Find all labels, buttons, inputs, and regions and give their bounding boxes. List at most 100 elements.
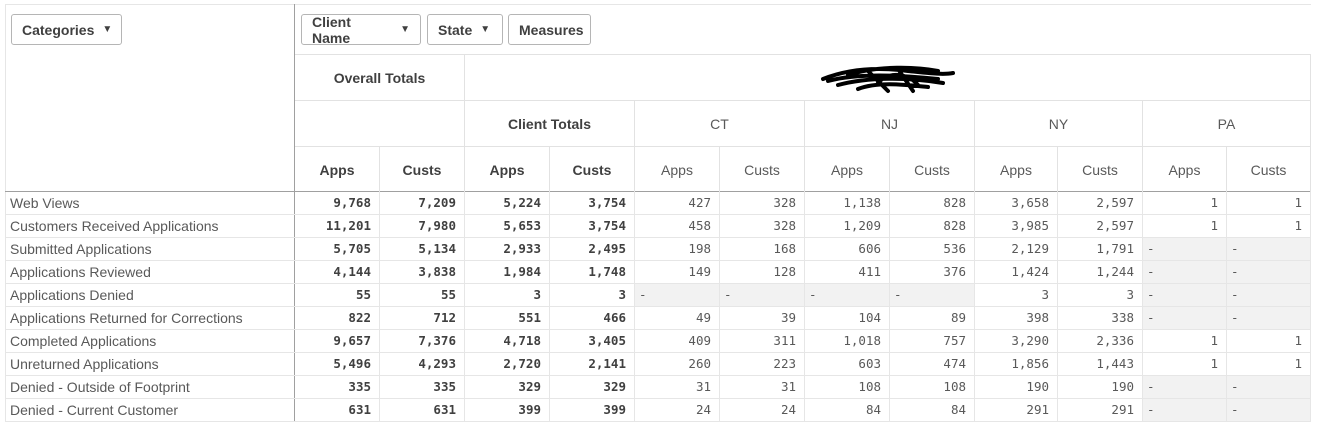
measure-header-apps: Apps xyxy=(295,147,380,192)
table-cell: 822 xyxy=(295,307,380,330)
table-row: Applications Reviewed 4,144 3,838 1,984 1,74… xyxy=(5,261,1311,284)
client-name-header-redacted xyxy=(465,55,1311,101)
table-cell: 3 xyxy=(465,284,550,307)
table-cell: 3,838 xyxy=(380,261,465,284)
state-header-ny: NY xyxy=(975,101,1143,147)
table-cell: 311 xyxy=(720,330,805,353)
table-cell: 3 xyxy=(975,284,1058,307)
row-label: Unreturned Applications xyxy=(5,353,295,376)
table-cell: 11,201 xyxy=(295,215,380,238)
table-cell: 409 xyxy=(635,330,720,353)
table-cell: 828 xyxy=(890,192,975,215)
state-dropdown[interactable]: State ▼ xyxy=(427,14,503,45)
table-cell: 31 xyxy=(635,376,720,399)
measures-button[interactable]: Measures xyxy=(508,14,591,45)
table-cell: 108 xyxy=(805,376,890,399)
table-row: Customers Received Applications 11,201 7,9… xyxy=(5,215,1311,238)
table-cell: - xyxy=(1227,284,1311,307)
table-cell: 198 xyxy=(635,238,720,261)
redaction-scribble xyxy=(820,65,955,93)
table-cell: - xyxy=(1143,284,1227,307)
table-row: Applications Returned for Corrections 822… xyxy=(5,307,1311,330)
table-cell: 84 xyxy=(890,399,975,422)
table-cell: 536 xyxy=(890,238,975,261)
header-top-line xyxy=(295,54,1311,55)
row-label: Customers Received Applications xyxy=(5,215,295,238)
table-row: Denied - Current Customer 631 631 399 399 24 2… xyxy=(5,399,1311,422)
table-cell: 1 xyxy=(1227,215,1311,238)
measure-header-custs: Custs xyxy=(720,147,805,192)
row-label: Denied - Outside of Footprint xyxy=(5,376,295,399)
caret-down-icon: ▼ xyxy=(480,24,491,35)
table-cell: - xyxy=(805,284,890,307)
table-cell: - xyxy=(720,284,805,307)
row-label: Submitted Applications xyxy=(5,238,295,261)
table-cell: 3,405 xyxy=(550,330,635,353)
row-label: Denied - Current Customer xyxy=(5,399,295,422)
table-row: Submitted Applications 5,705 5,134 2,933 2,4… xyxy=(5,238,1311,261)
table-cell: - xyxy=(1143,238,1227,261)
table-cell: 328 xyxy=(720,215,805,238)
categories-dropdown[interactable]: Categories ▼ xyxy=(11,14,122,45)
table-cell: 3 xyxy=(550,284,635,307)
table-cell: 2,129 xyxy=(975,238,1058,261)
table-cell: 31 xyxy=(720,376,805,399)
table-cell: 335 xyxy=(380,376,465,399)
measure-header-apps: Apps xyxy=(805,147,890,192)
client-name-dropdown[interactable]: Client Name ▼ xyxy=(301,13,421,46)
table-cell: 1 xyxy=(1227,353,1311,376)
row-label: Web Views xyxy=(5,192,295,215)
table-cell: 376 xyxy=(890,261,975,284)
table-row: Denied - Outside of Footprint 335 335 329 32… xyxy=(5,376,1311,399)
table-cell: 5,134 xyxy=(380,238,465,261)
caret-down-icon: ▼ xyxy=(102,24,113,35)
row-label: Applications Denied xyxy=(5,284,295,307)
table-cell: 2,597 xyxy=(1058,192,1143,215)
table-cell: 1,018 xyxy=(805,330,890,353)
table-cell: 168 xyxy=(720,238,805,261)
table-cell: 4,293 xyxy=(380,353,465,376)
table-cell: 1 xyxy=(1143,330,1227,353)
table-cell: 3,985 xyxy=(975,215,1058,238)
table-cell: 427 xyxy=(635,192,720,215)
measure-header-apps: Apps xyxy=(465,147,550,192)
table-cell: 1,748 xyxy=(550,261,635,284)
table-cell: 5,496 xyxy=(295,353,380,376)
table-cell: 4,144 xyxy=(295,261,380,284)
table-cell: 1 xyxy=(1143,353,1227,376)
table-cell: 3,290 xyxy=(975,330,1058,353)
row-label: Applications Reviewed xyxy=(5,261,295,284)
table-cell: 7,980 xyxy=(380,215,465,238)
table-cell: - xyxy=(1143,307,1227,330)
table-cell: 1 xyxy=(1227,192,1311,215)
table-cell: 2,495 xyxy=(550,238,635,261)
table-cell: 9,657 xyxy=(295,330,380,353)
table-cell: 260 xyxy=(635,353,720,376)
measure-header-apps: Apps xyxy=(975,147,1058,192)
table-cell: 4,718 xyxy=(465,330,550,353)
table-cell: 551 xyxy=(465,307,550,330)
table-cell: 1,209 xyxy=(805,215,890,238)
table-cell: 1,984 xyxy=(465,261,550,284)
state-header-nj: NJ xyxy=(805,101,975,147)
header-divider xyxy=(5,191,1311,192)
table-cell: 1,138 xyxy=(805,192,890,215)
table-frame xyxy=(5,4,1311,422)
table-cell: - xyxy=(1227,238,1311,261)
table-cell: - xyxy=(1143,376,1227,399)
table-cell: - xyxy=(1143,399,1227,422)
table-cell: 5,653 xyxy=(465,215,550,238)
table-cell: 84 xyxy=(805,399,890,422)
measure-header-custs: Custs xyxy=(1058,147,1143,192)
table-cell: 398 xyxy=(975,307,1058,330)
table-cell: 2,933 xyxy=(465,238,550,261)
table-row: Web Views 9,768 7,209 5,224 3,754 427 328 1,138… xyxy=(5,192,1311,215)
table-cell: 1 xyxy=(1227,330,1311,353)
table-cell: 24 xyxy=(635,399,720,422)
measures-label: Measures xyxy=(519,21,584,38)
row-label: Completed Applications xyxy=(5,330,295,353)
table-cell: 1,791 xyxy=(1058,238,1143,261)
client-name-label: Client Name xyxy=(312,13,351,46)
table-cell: 190 xyxy=(1058,376,1143,399)
measure-header-custs: Custs xyxy=(890,147,975,192)
